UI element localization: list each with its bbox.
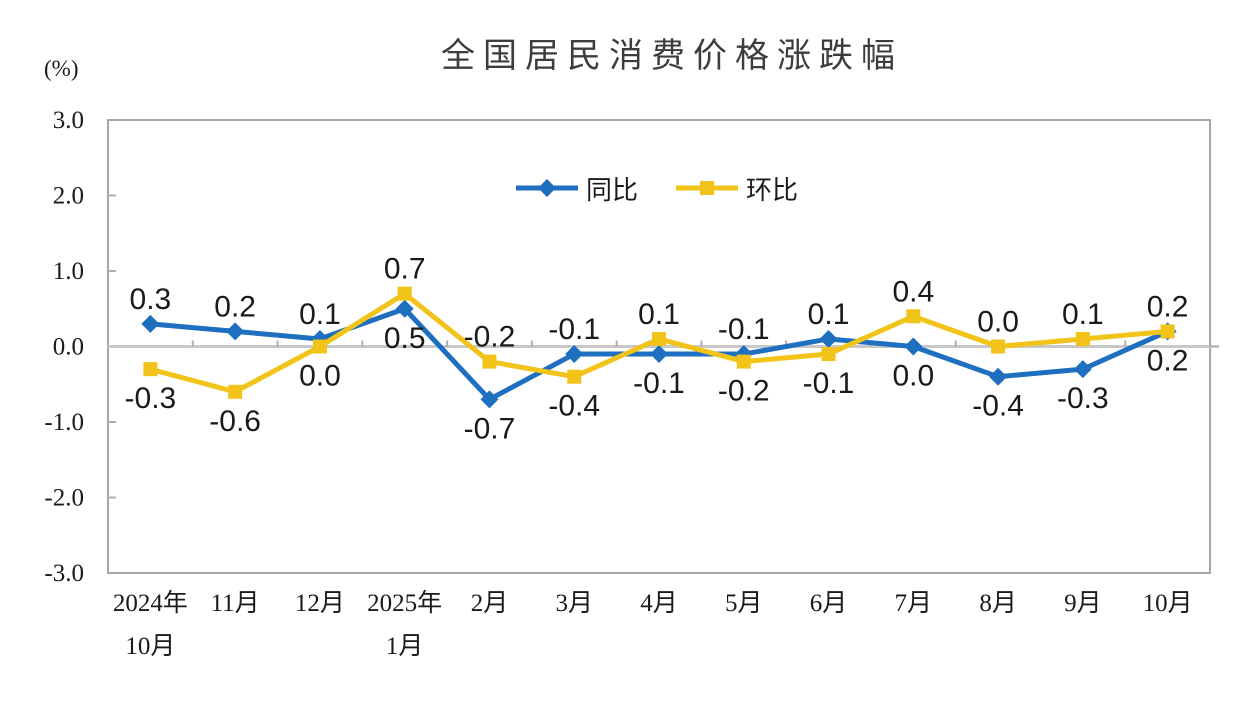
- y-tick-label: -3.0: [44, 560, 84, 587]
- y-tick-label: 1.0: [53, 258, 84, 285]
- data-point-marker-环比: [1160, 324, 1175, 339]
- data-label-环比: 0.1: [1062, 298, 1104, 331]
- data-point-marker-同比: [226, 322, 245, 341]
- data-label-环比: 0.2: [1147, 290, 1189, 323]
- data-point-marker-同比: [1073, 360, 1092, 379]
- x-tick-label: 9月: [1064, 590, 1102, 617]
- data-point-marker-环比: [991, 339, 1006, 354]
- data-label-环比: 0.4: [892, 275, 934, 308]
- data-label-同比: 0.5: [384, 322, 426, 355]
- data-point-marker-环比: [228, 384, 243, 399]
- data-point-marker-环比: [397, 286, 412, 301]
- data-label-同比: -0.1: [548, 313, 600, 346]
- data-point-marker-环比: [736, 354, 751, 369]
- x-tick-label: 2025年: [367, 589, 442, 617]
- y-axis-unit-label: (%): [44, 56, 79, 81]
- data-point-marker-同比: [565, 345, 584, 364]
- data-label-环比: 0.1: [638, 298, 680, 331]
- x-tick-label: 8月: [979, 590, 1017, 617]
- data-point-marker-同比: [989, 367, 1008, 386]
- x-tick-label: 6月: [810, 590, 848, 617]
- data-point-marker-环比: [567, 369, 582, 384]
- y-tick-label: 0.0: [53, 334, 84, 361]
- x-tick-label: 4月: [640, 590, 678, 617]
- data-label-同比: -0.1: [718, 313, 770, 346]
- legend-label-tongbi: 同比: [586, 174, 639, 205]
- data-label-环比: 0.0: [977, 306, 1019, 339]
- x-tick-label: 10月: [125, 633, 175, 660]
- data-label-环比: 0.7: [384, 253, 426, 286]
- data-point-marker-同比: [480, 390, 499, 409]
- data-label-环比: -0.2: [464, 321, 516, 354]
- data-point-marker-同比: [650, 345, 668, 364]
- data-label-同比: -0.1: [633, 367, 685, 400]
- data-point-marker-环比: [652, 331, 666, 346]
- legend-item-tongbi: 同比: [516, 170, 638, 207]
- data-point-marker-同比: [819, 329, 838, 348]
- x-tick-label: 5月: [725, 590, 763, 617]
- y-tick-label: 2.0: [53, 183, 84, 210]
- legend: 同比 环比: [516, 170, 798, 206]
- data-label-同比: -0.4: [972, 390, 1024, 423]
- data-point-marker-同比: [395, 299, 414, 318]
- data-label-环比: 0.0: [299, 360, 341, 393]
- legend-item-huanbi: 环比: [676, 170, 798, 207]
- x-tick-label: 3月: [555, 590, 593, 617]
- data-point-marker-环比: [906, 309, 921, 324]
- data-label-同比: 0.1: [808, 298, 850, 331]
- legend-label-huanbi: 环比: [746, 174, 799, 205]
- x-tick-label: 10月: [1143, 590, 1193, 617]
- x-tick-label: 7月: [895, 590, 933, 617]
- data-label-同比: 0.1: [299, 298, 341, 331]
- data-label-环比: -0.1: [803, 367, 855, 400]
- data-label-同比: 0.2: [214, 290, 256, 323]
- data-point-marker-环比: [312, 339, 327, 354]
- huanbi-line-marker-icon: [676, 181, 739, 195]
- data-point-marker-环比: [821, 347, 836, 362]
- chart-title: 全国居民消费价格涨跌幅: [441, 37, 903, 75]
- data-label-环比: -0.4: [548, 390, 600, 423]
- data-point-marker-环比: [1075, 331, 1090, 346]
- data-point-marker-同比: [904, 337, 923, 356]
- data-point-marker-环比: [482, 354, 497, 369]
- data-label-环比: -0.2: [718, 375, 770, 408]
- data-label-环比: -0.3: [125, 382, 177, 415]
- data-label-同比: 0.3: [130, 283, 172, 316]
- data-label-同比: -0.7: [464, 412, 516, 445]
- x-tick-label: 1月: [386, 633, 424, 660]
- data-point-marker-环比: [143, 362, 158, 377]
- y-tick-label: 3.0: [53, 107, 84, 134]
- x-tick-label: 12月: [295, 590, 345, 617]
- data-label-同比: 0.2: [1147, 344, 1189, 377]
- x-tick-label: 2月: [471, 590, 509, 617]
- data-label-同比: 0.0: [892, 360, 934, 393]
- y-tick-label: -2.0: [44, 485, 84, 512]
- tongbi-line-marker-icon: [516, 179, 578, 197]
- data-label-同比: -0.3: [1057, 382, 1109, 415]
- y-tick-label: -1.0: [44, 409, 84, 436]
- data-point-marker-同比: [141, 314, 160, 333]
- x-tick-label: 2024年: [113, 589, 188, 617]
- data-label-环比: -0.6: [209, 405, 261, 438]
- x-tick-label: 11月: [211, 590, 260, 617]
